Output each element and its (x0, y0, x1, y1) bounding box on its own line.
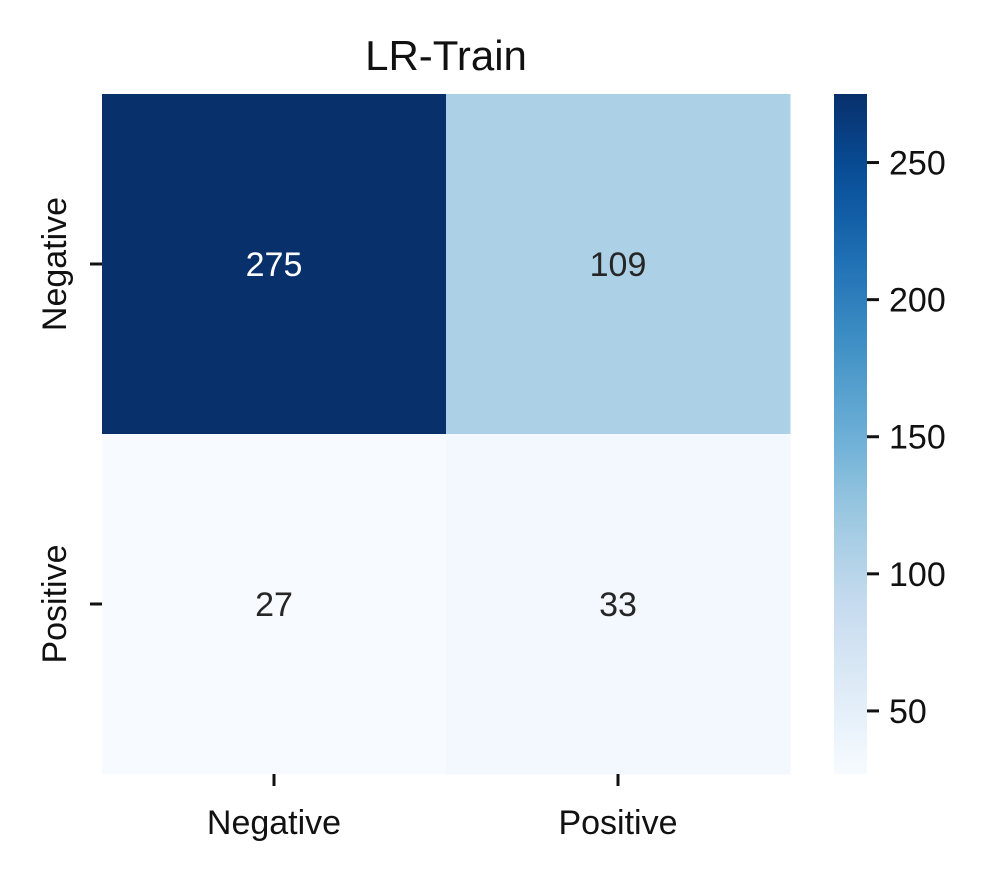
heatmap-cell-label: 33 (599, 586, 637, 624)
x-tick-label: Negative (207, 804, 341, 842)
heatmap-cell-labels: 275 109 27 33 (246, 246, 647, 624)
heatmap-cell (102, 434, 447, 775)
chart-title: LR-Train (365, 32, 527, 79)
colorbar (834, 94, 867, 774)
y-tick-label: Positive (36, 544, 74, 663)
colorbar-tick-label: 100 (889, 556, 946, 594)
colorbar-tick-label: 250 (889, 145, 946, 183)
y-tick-label: Negative (36, 197, 74, 331)
x-tick-label: Positive (558, 804, 677, 842)
colorbar-tick-label: 150 (889, 419, 946, 457)
heatmap-cell (446, 434, 791, 775)
heatmap-cell-label: 27 (255, 586, 293, 624)
x-axis: Negative Positive (207, 774, 678, 842)
heatmap-cell (102, 94, 447, 435)
colorbar-axis: 50 100 150 200 250 (867, 145, 946, 731)
y-axis: Negative Positive (36, 197, 102, 664)
heatmap-cell (446, 94, 791, 435)
heatmap-cell-label: 275 (246, 246, 303, 284)
heatmap-cell-label: 109 (590, 246, 647, 284)
colorbar-tick-label: 50 (889, 693, 927, 731)
heatmap-cells (102, 94, 791, 775)
colorbar-tick-label: 200 (889, 282, 946, 320)
